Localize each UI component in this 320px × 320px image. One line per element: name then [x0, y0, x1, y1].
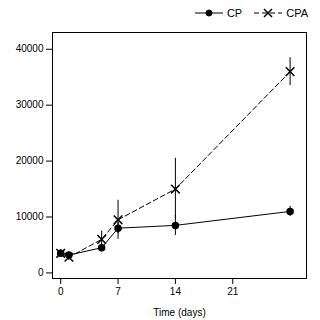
- html-text:CP: CP: [226, 7, 243, 19]
- svg-text:40000: 40000: [16, 43, 44, 54]
- svg-text:0: 0: [38, 267, 44, 278]
- svg-text:20000: 20000: [16, 155, 44, 166]
- svg-text:14: 14: [170, 286, 182, 297]
- html-text:CPA: CPA: [286, 7, 308, 19]
- svg-text:10000: 10000: [16, 211, 44, 222]
- svg-text:7: 7: [115, 286, 121, 297]
- svg-text:21: 21: [227, 286, 239, 297]
- svg-text:0: 0: [58, 286, 64, 297]
- svg-text:Time (days): Time (days): [153, 307, 205, 318]
- svg-text:30000: 30000: [16, 99, 44, 110]
